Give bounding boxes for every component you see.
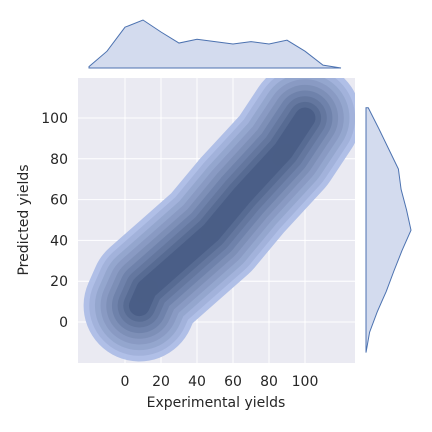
y-tick-label: 20	[50, 274, 68, 290]
x-tick-label: 80	[260, 374, 278, 390]
x-tick-label: 60	[224, 374, 242, 390]
kde-contour-blob	[139, 283, 155, 299]
x-tick-label: 100	[292, 374, 319, 390]
y-tick-label: 100	[41, 111, 68, 127]
y-tick-label: 40	[50, 233, 68, 249]
kde-density-layer	[83, 78, 355, 362]
y-tick-label: 60	[50, 193, 68, 209]
x-tick-label: 20	[152, 374, 170, 390]
x-tick-label: 40	[188, 374, 206, 390]
kde-contour-blob	[276, 147, 291, 162]
x-axis-label: Experimental yields	[147, 395, 286, 411]
y-tick-label: 0	[59, 315, 68, 331]
y-marginal-curve	[365, 107, 412, 353]
x-tick-label: 0	[121, 374, 130, 390]
x-marginal-density	[88, 19, 342, 69]
x-tick-labels: 0 20 40 60 80 100	[121, 374, 319, 390]
y-tick-labels: 0 20 40 60 80 100	[41, 111, 68, 331]
y-tick-label: 80	[50, 152, 68, 168]
kde-contour-blob	[204, 223, 219, 238]
y-marginal-density	[365, 107, 412, 353]
x-marginal-curve	[88, 19, 342, 69]
y-axis-label: Predicted yields	[16, 164, 32, 275]
